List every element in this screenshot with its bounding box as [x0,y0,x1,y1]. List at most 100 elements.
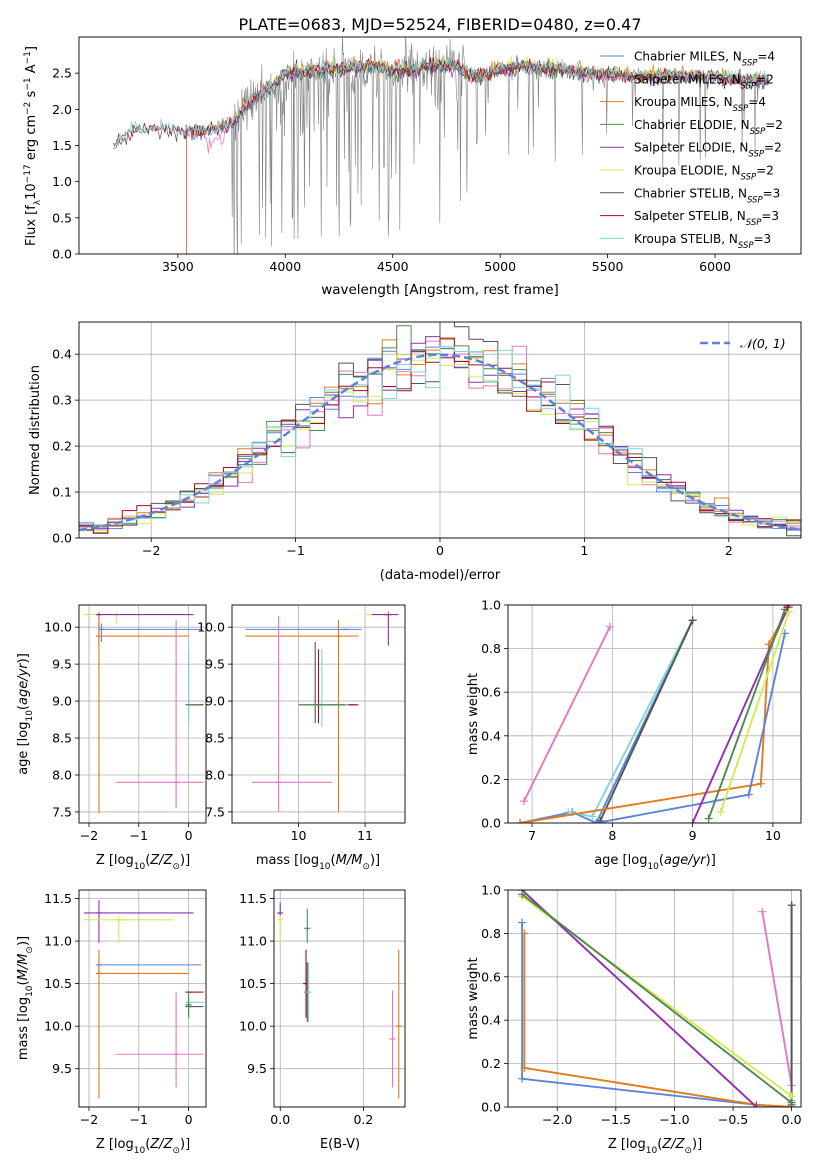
y-tick-label: 0.0 [52,531,72,546]
x-tick-label: −0.5 [718,1112,748,1127]
x-tick-label: 11 [357,828,373,843]
y-axis-label-part: age [log [16,722,31,775]
legend-label-sub: SSP [748,150,764,160]
y-tick-label: 1.5 [52,138,72,153]
x-tick-label: −1 [286,543,304,558]
panel-mass_vs_ebv: 0.0 0.2 9.5 10.0 10.5 11.0 11.5 E(B-V) [239,889,406,1152]
x-tick-label: 6000 [699,259,731,274]
y-axis-label-part: )] [16,653,31,663]
errorbar-chabrier_stelib [298,641,356,724]
x-tick-label: 5000 [484,259,516,274]
y-axis-label-part: 10 [25,985,35,997]
legend-label: Chabrier ELODIE, NSSP=2 [634,118,783,137]
errorbar-salpeter_elodie [371,612,399,646]
x-tick-label: −1.5 [601,1112,631,1127]
y-axis-label-part: ⊙ [25,946,35,954]
y-axis-label-part: 10 [25,710,35,722]
x-axis-label-part: 10 [647,862,659,872]
legend-label-sub: SSP [750,127,766,137]
weight-marker [520,797,529,806]
x-axis-label-part: Z [log [608,1137,646,1152]
weight-line [521,890,758,1107]
x-axis-label-part: ( [145,1137,150,1152]
x-axis-label-part: 10 [646,1146,658,1156]
legend-label-sub: SSP [747,195,763,205]
x-tick-label: −1 [130,1112,148,1127]
y-tick-label: 10.5 [44,976,72,991]
x-axis-label-part: ⊙ [172,1146,180,1156]
weight-series-kroupa_elodie [716,607,793,817]
x-axis-label-part: Z [log [96,1137,134,1152]
x-axis-label-part: M/M [336,853,363,868]
legend-label: Kroupa STELIB, NSSP=3 [634,232,771,251]
errorbar-kroupa_elodie [83,915,174,943]
legend-label-count: =2 [765,118,783,132]
weight-series-salpeter_miles [520,622,614,806]
gaussian-curve [79,353,801,532]
x-axis-label-part: ⊙ [172,862,180,872]
axes-frame [231,604,406,824]
weight-series-kroupa_stelib [564,616,697,821]
y-axis-label-part: ( [16,705,31,710]
x-axis-label: Z [log10(Z/Z⊙)] [96,853,190,872]
y-tick-label: 9.0 [205,694,225,709]
x-tick-label: 0 [436,543,444,558]
y-tick-label: 10.0 [44,620,72,635]
y-axis-label-part: ] [24,46,39,51]
weight-marker [518,1074,527,1083]
weight-marker [756,779,765,788]
x-tick-label: 0.0 [782,1112,802,1127]
errorbar-chabrier_miles [98,623,202,642]
legend-label-main: Chabrier STELIB, N [634,186,747,200]
weight-marker [588,812,597,821]
y-axis-label: mass weight [466,673,481,755]
legend-label-count: =3 [763,186,781,200]
legend-label-main: Salpeter ELODIE, N [634,141,748,155]
y-tick-label: 11.5 [239,891,267,906]
y-tick-label: 0.2 [52,439,72,454]
x-tick-label: 10 [765,828,781,843]
model-spectrum-salpeter_stelib [113,57,769,147]
plot-area-residuals [79,322,801,537]
y-tick-label: 0.0 [481,1100,501,1115]
x-axis-label: mass [log10(M/M⊙)] [256,853,380,872]
y-tick-label: 2.5 [52,66,72,81]
weight-series-chabrier_miles [592,629,789,823]
y-tick-label: 1.0 [481,883,501,898]
weight-series-chabrier_stelib [596,616,697,823]
weight-marker [787,901,796,910]
x-tick-label: 8 [608,828,616,843]
weight-marker [592,819,601,823]
errorbar-chabrier_miles [95,958,202,976]
weight-series-chabrier_miles [518,901,796,1107]
y-tick-label: 0.4 [52,347,72,362]
x-tick-label: 7 [528,828,536,843]
legend-label-main: Chabrier MILES, N [634,50,742,64]
legend-label-sub: SSP [746,218,762,228]
weight-marker [716,808,725,817]
y-axis-label: mass weight [466,957,481,1039]
y-tick-label: 9.5 [52,1061,72,1076]
y-tick-label: 7.5 [52,804,72,819]
x-tick-label: −2.0 [542,1112,572,1127]
legend-label-sub: SSP [741,173,757,183]
errorbar-kroupa_elodie [277,915,284,946]
errorbar-salpeter_elodie [277,902,284,916]
x-axis-label: Z [log10(Z/Z⊙)] [608,1137,702,1156]
y-tick-label: 8.0 [205,767,225,782]
axes-frame [507,889,802,1108]
y-tick-label: 10.0 [239,1019,267,1034]
weight-series-salpeter_stelib [783,605,792,612]
legend-label: Kroupa ELODIE, NSSP=2 [634,164,774,183]
y-axis-label-part: mass [log [16,997,31,1060]
y-axis-label-part: 10 [24,183,39,200]
x-tick-label: 5500 [592,259,624,274]
y-tick-label: 1.0 [481,598,501,613]
x-tick-label: 1 [580,543,588,558]
y-tick-label: 11.0 [44,934,72,949]
weight-line [599,619,694,822]
legend-label-count: =3 [754,232,772,246]
x-axis-label-part: mass [log [256,853,319,868]
x-axis-label-part: 10 [319,862,331,872]
plot-area-age_vs_Z [83,612,204,814]
